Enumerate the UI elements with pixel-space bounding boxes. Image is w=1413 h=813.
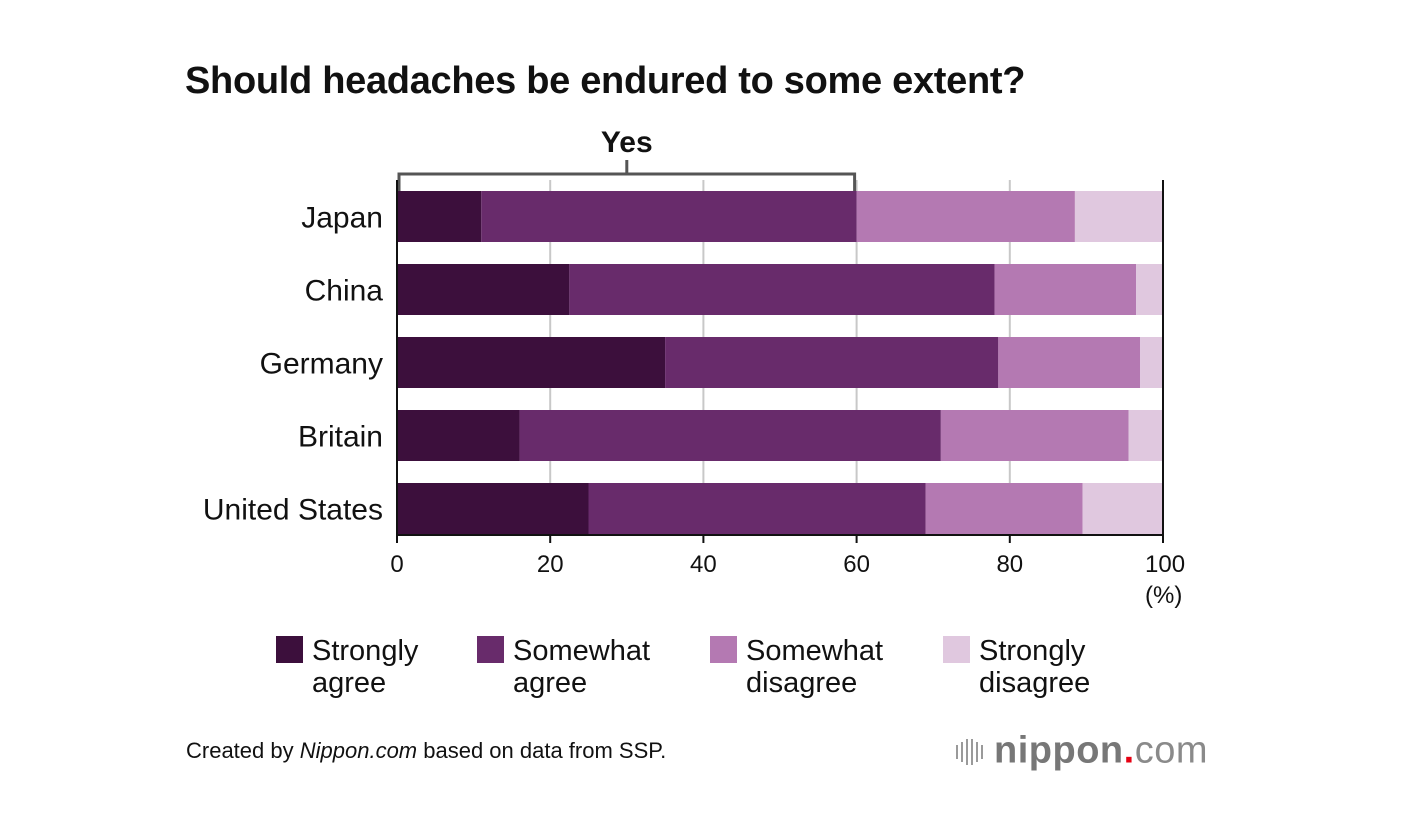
logo-dot: . (1123, 729, 1135, 772)
bar-britain-series-2 (940, 410, 1129, 461)
x-tick-label: 100 (1145, 551, 1185, 578)
legend-label: agree (312, 667, 386, 699)
bar-japan-series-3 (1074, 191, 1163, 242)
bar-germany-series-2 (998, 337, 1141, 388)
x-unit-label: (%) (1145, 582, 1182, 609)
legend-swatch-3 (943, 636, 970, 663)
bar-united-states-series-2 (925, 483, 1083, 534)
x-tick-label: 0 (390, 551, 403, 578)
legend-label: agree (513, 667, 587, 699)
yes-label: Yes (601, 126, 653, 159)
legend: StronglyagreeSomewhatagreeSomewhatdisagr… (276, 635, 1090, 699)
category-label: United States (203, 494, 383, 527)
legend-label: disagree (746, 667, 857, 699)
x-tick-label: 60 (843, 551, 870, 578)
bar-china-series-3 (1136, 264, 1163, 315)
stacked-bar-chart: Yes 0 20 40 60 80 100 (%) Japan China Germany Bri… (203, 126, 1185, 699)
x-axis: 0 20 40 60 80 100 (%) (390, 180, 1185, 609)
x-tick-label: 40 (690, 551, 717, 578)
category-label: Britain (298, 421, 383, 454)
logo-tld: com (1134, 729, 1208, 772)
legend-label: Strongly (979, 635, 1086, 667)
bar-japan-series-0 (397, 191, 482, 242)
legend-label: disagree (979, 667, 1090, 699)
legend-swatch-0 (276, 636, 303, 663)
source-credit: Created by Nippon.com based on data from… (186, 738, 666, 764)
bar-germany-series-0 (397, 337, 666, 388)
credit-prefix: Created by (186, 738, 300, 763)
category-label: Germany (260, 348, 383, 381)
x-tick-label: 20 (537, 551, 564, 578)
bar-germany-series-3 (1140, 337, 1163, 388)
bar-united-states-series-1 (588, 483, 926, 534)
category-label: China (305, 275, 384, 308)
logo-brand: nippon (994, 729, 1124, 772)
bars (397, 191, 1163, 534)
credit-source: Nippon.com (299, 738, 418, 763)
bar-britain-series-0 (397, 410, 520, 461)
bar-germany-series-1 (665, 337, 999, 388)
bar-china-series-0 (397, 264, 570, 315)
yes-bracket: Yes (397, 126, 857, 193)
nippon-logo: nippon.com (956, 728, 1208, 772)
category-label: Japan (301, 202, 383, 235)
bar-united-states-series-3 (1082, 483, 1163, 534)
legend-label: Somewhat (746, 635, 883, 667)
bar-china-series-1 (569, 264, 995, 315)
logo-bars-icon (956, 729, 986, 772)
bar-united-states-series-0 (397, 483, 589, 534)
legend-swatch-1 (477, 636, 504, 663)
bracket-line (397, 172, 857, 193)
legend-swatch-2 (710, 636, 737, 663)
bar-japan-series-2 (856, 191, 1075, 242)
credit-suffix: based on data from SSP. (417, 738, 667, 763)
x-tick-label: 80 (996, 551, 1023, 578)
legend-label: Somewhat (513, 635, 650, 667)
category-labels: Japan China Germany Britain United States (203, 202, 383, 527)
bar-china-series-2 (994, 264, 1137, 315)
chart-title: Should headaches be endured to some exte… (185, 60, 1026, 102)
bar-britain-series-1 (519, 410, 941, 461)
legend-label: Strongly (312, 635, 419, 667)
bar-japan-series-1 (481, 191, 857, 242)
bar-britain-series-3 (1128, 410, 1163, 461)
